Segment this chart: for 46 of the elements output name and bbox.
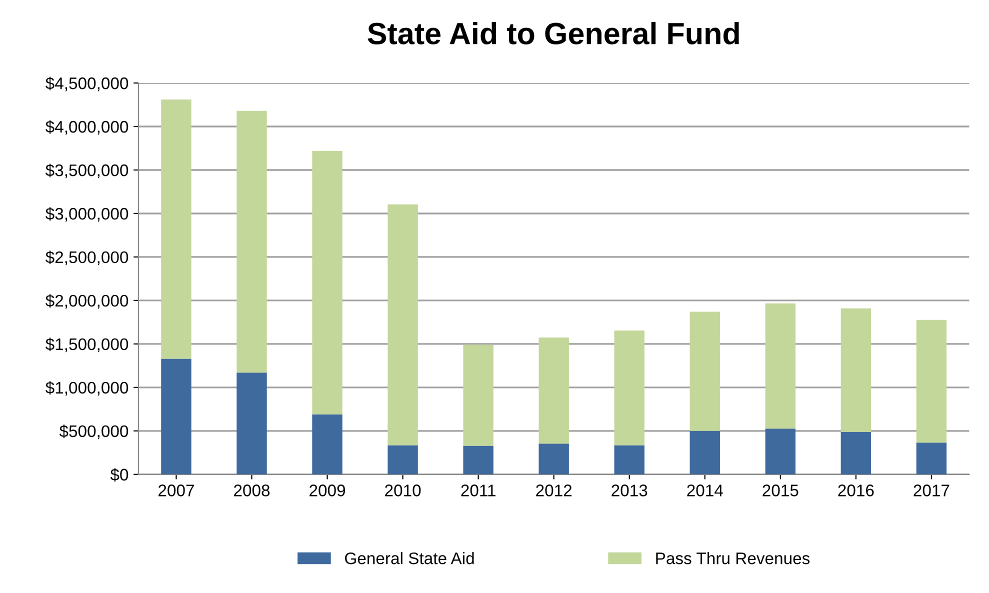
- bar: [916, 320, 947, 443]
- y-tick-label: $3,000,000: [46, 207, 128, 222]
- bar: [916, 442, 947, 474]
- x-tick-label: 2007: [158, 484, 194, 496]
- bar: [765, 303, 796, 429]
- y-tick-label: $4,500,000: [46, 76, 128, 92]
- x-tick-label: 2010: [385, 484, 421, 496]
- legend-label: Pass Thru Revenues: [656, 552, 810, 564]
- y-tick-label: $1,000,000: [46, 381, 128, 396]
- bar: [690, 430, 720, 474]
- y-tick-label: $0: [110, 468, 128, 482]
- y-tick-label: $500,000: [59, 424, 128, 440]
- x-tick-label: 2013: [612, 484, 648, 496]
- y-tick-label: $2,500,000: [46, 250, 128, 266]
- bar: [388, 445, 418, 474]
- x-tick-label: 2017: [914, 484, 950, 496]
- bar: [312, 414, 342, 474]
- y-tick-label: $2,000,000: [46, 294, 128, 309]
- bar: [765, 428, 796, 474]
- x-tick-label: 2011: [461, 484, 496, 496]
- bar: [236, 110, 267, 373]
- bar: [840, 308, 872, 432]
- chart-title: State Aid to General Fund: [368, 22, 739, 44]
- bar: [840, 432, 872, 474]
- bar: [690, 312, 720, 431]
- x-tick-label: 2012: [536, 484, 572, 496]
- bar: [614, 330, 644, 446]
- y-tick-label: $1,500,000: [46, 338, 128, 352]
- y-tick-label: $4,000,000: [46, 120, 128, 135]
- x-tick-label: 2014: [687, 484, 723, 496]
- x-tick-label: 2015: [762, 484, 798, 496]
- bar: [161, 358, 192, 474]
- bar: [236, 372, 267, 474]
- x-tick-label: 2008: [234, 484, 270, 496]
- bar: [161, 100, 192, 359]
- bar: [538, 338, 569, 444]
- y-tick-label: $3,500,000: [46, 164, 128, 178]
- bar: [614, 445, 644, 474]
- bar: [312, 150, 342, 414]
- x-tick-label: 2009: [310, 484, 346, 496]
- bar: [463, 344, 494, 446]
- bar: [388, 204, 418, 446]
- x-tick-label: 2016: [838, 484, 874, 496]
- legend-label: General State Aid: [345, 552, 474, 564]
- bar: [463, 446, 494, 474]
- bar: [538, 444, 569, 474]
